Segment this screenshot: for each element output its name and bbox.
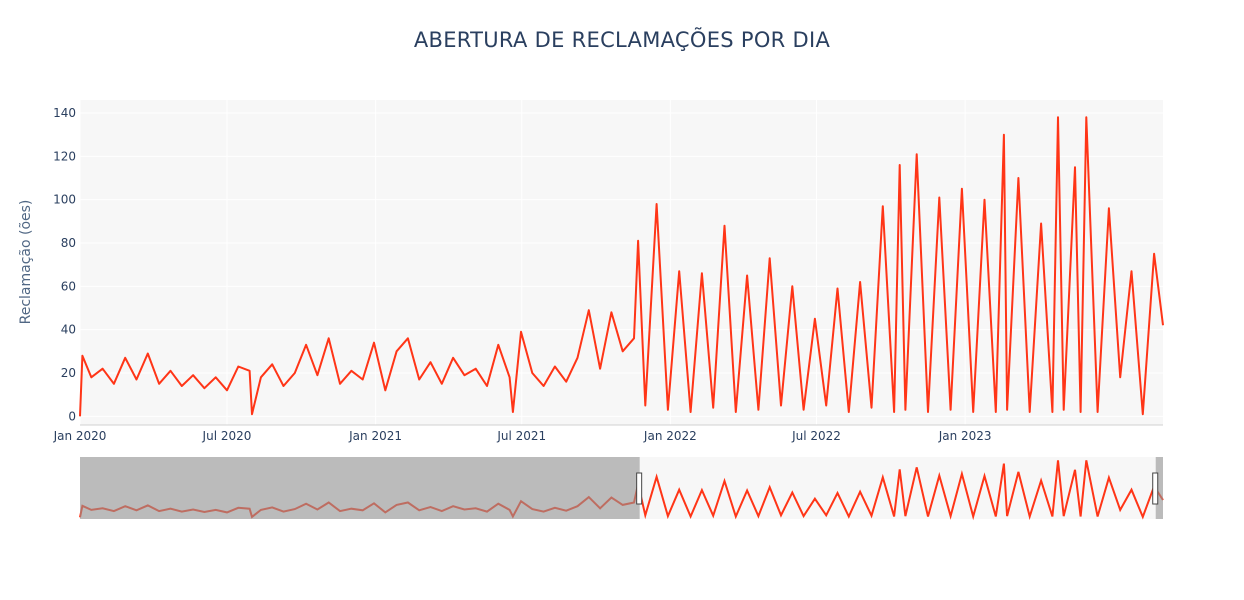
x-axis-ticks: Jan 2020 Jul 2020 Jan 2021 Jul 2021 Jan 2022… (53, 429, 992, 443)
gridlines (79, 100, 1163, 425)
y-tick-label: 60 (61, 279, 76, 293)
x-tick-label: Jul 2022 (791, 429, 841, 443)
y-tick-label: 100 (53, 193, 76, 207)
plot-area (80, 100, 1163, 425)
y-axis-title: Reclamação (ões) (18, 200, 34, 325)
x-tick-label: Jan 2020 (53, 429, 107, 443)
x-tick-label: Jul 2020 (202, 429, 252, 443)
range-slider-mask-left (80, 457, 640, 519)
range-slider-handle-left[interactable] (636, 472, 643, 505)
y-tick-label: 120 (53, 149, 76, 163)
y-tick-label: 20 (61, 366, 76, 380)
y-tick-label: 40 (61, 323, 76, 337)
series-line (79, 116, 1164, 417)
chart-title: ABERTURA DE RECLAMAÇÕES POR DIA (413, 28, 831, 52)
x-tick-label: Jan 2023 (938, 429, 992, 443)
range-slider[interactable] (79, 457, 1164, 521)
y-tick-label: 140 (53, 106, 76, 120)
x-tick-label: Jan 2021 (348, 429, 402, 443)
range-slider-handle-right[interactable] (1152, 472, 1159, 505)
y-axis-ticks: 0 20 40 60 80 100 120 140 (53, 106, 76, 423)
x-tick-label: Jan 2022 (643, 429, 697, 443)
range-slider-mask-right (1155, 457, 1163, 519)
x-tick-label: Jul 2021 (496, 429, 546, 443)
y-tick-label: 0 (68, 409, 76, 423)
y-tick-label: 80 (61, 236, 76, 250)
